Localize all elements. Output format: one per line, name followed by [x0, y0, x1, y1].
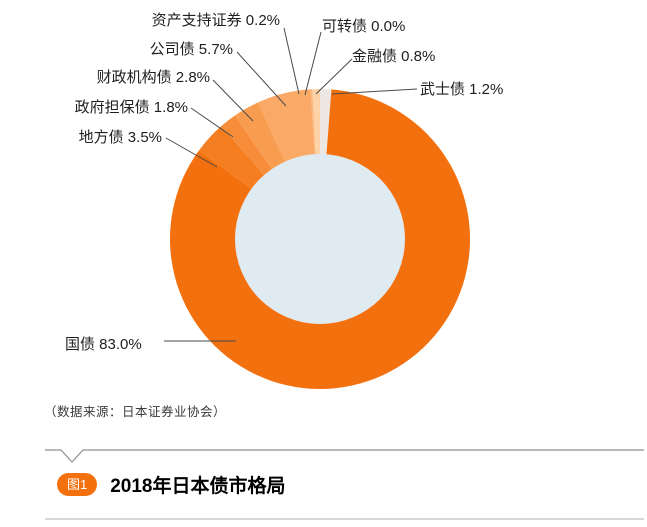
leader-line-financial-bond	[315, 58, 353, 95]
figure-title: 2018年日本债市格局	[110, 476, 286, 497]
leader-line-fiscal-agency-bond	[212, 79, 254, 122]
leader-line-asset-backed-sec	[283, 27, 300, 95]
divider-notch-line	[45, 449, 644, 463]
label-financial-bond: 金融债 0.8%	[352, 48, 436, 65]
leader-line-samurai-bond	[331, 88, 418, 95]
leader-lines	[164, 27, 418, 342]
label-fiscal-agency-bond: 财政机构债 2.8%	[96, 69, 210, 86]
figure-caption: 图1 2018年日本债市格局	[57, 471, 286, 498]
label-local-bond: 地方债 3.5%	[78, 129, 162, 146]
figure-badge: 图1	[57, 473, 98, 496]
label-corporate-bond: 公司债 5.7%	[149, 41, 233, 58]
source-note: （数据来源：日本证券业协会）	[44, 405, 227, 419]
label-convertible-bond: 可转债 0.0%	[322, 18, 406, 35]
leader-line-local-bond	[165, 137, 218, 168]
leader-line-convertible-bond	[304, 31, 322, 96]
donut-hole	[235, 154, 405, 324]
label-gov-guaranteed-bond: 政府担保债 1.8%	[74, 99, 188, 116]
leader-line-corporate-bond	[236, 51, 287, 107]
label-samurai-bond: 武士债 1.2%	[420, 81, 504, 98]
label-asset-backed-sec: 资产支持证券 0.2%	[151, 12, 280, 29]
leader-line-gov-guaranteed-bond	[190, 107, 234, 138]
label-government-bond: 国债 83.0%	[65, 336, 142, 353]
